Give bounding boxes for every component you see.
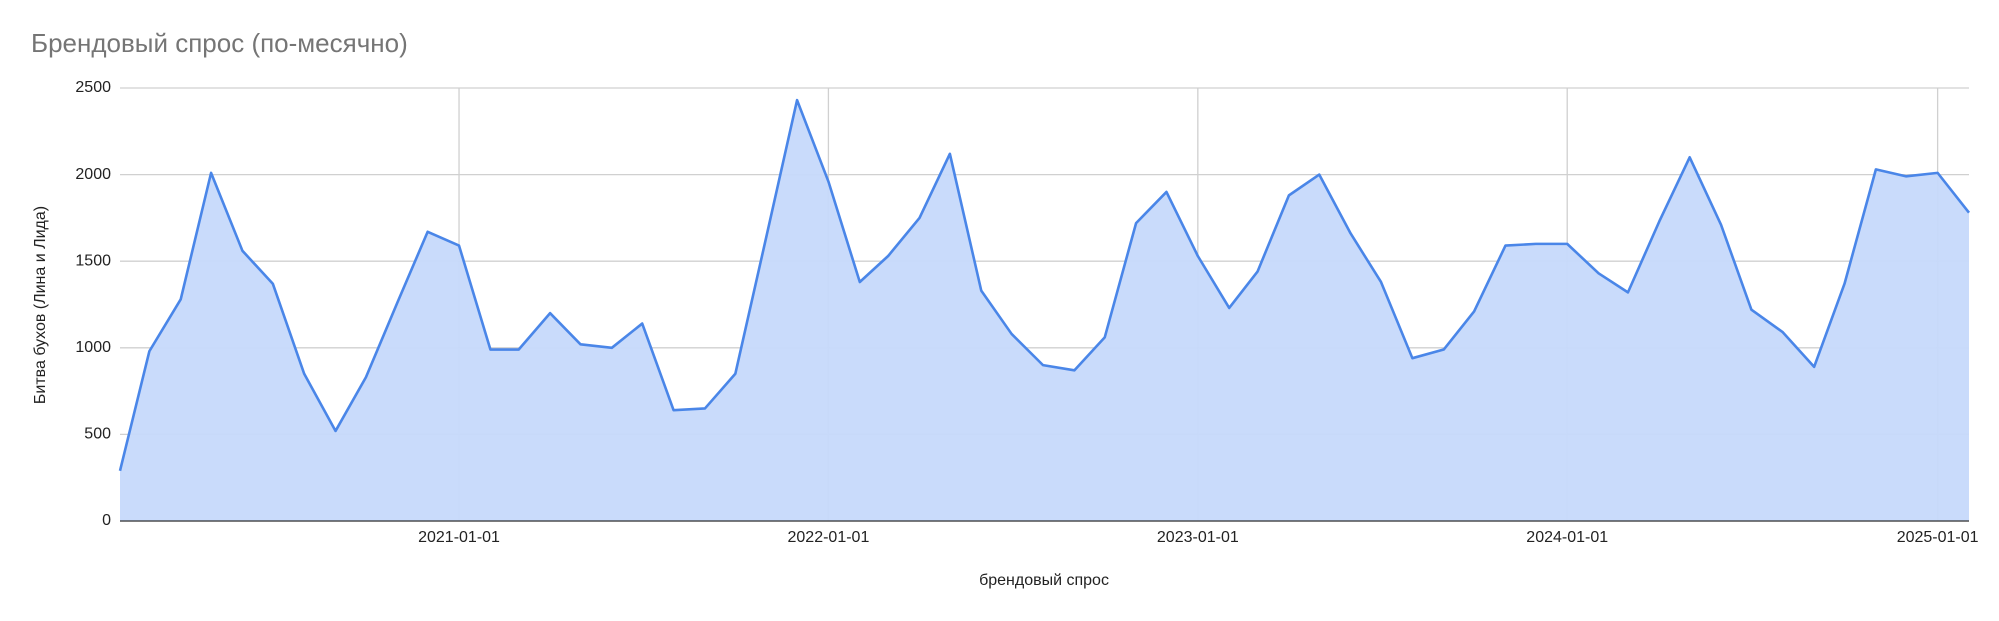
x-tick-label: 2024-01-01	[1526, 529, 1608, 546]
y-tick-label: 0	[102, 512, 111, 529]
area	[120, 100, 1969, 522]
y-tick-label: 2000	[75, 166, 111, 183]
x-axis-title: брендовый спрос	[979, 572, 1109, 589]
x-tick-label: 2022-01-01	[788, 529, 870, 546]
y-axis-title: Битва бухов (Лина и Лида)	[32, 206, 49, 404]
line	[118, 98, 1971, 472]
chart-title: Брендовый спрос (по-месячно)	[31, 28, 408, 58]
y-tick-label: 2500	[75, 79, 111, 96]
y-tick-label: 1500	[75, 252, 111, 269]
y-tick-label: 500	[84, 426, 111, 443]
x-tick-label: 2021-01-01	[418, 529, 500, 546]
x-tick-label: 2023-01-01	[1157, 529, 1239, 546]
x-tick-label: 2025-01-01	[1897, 529, 1979, 546]
y-tick-label: 1000	[75, 339, 111, 356]
